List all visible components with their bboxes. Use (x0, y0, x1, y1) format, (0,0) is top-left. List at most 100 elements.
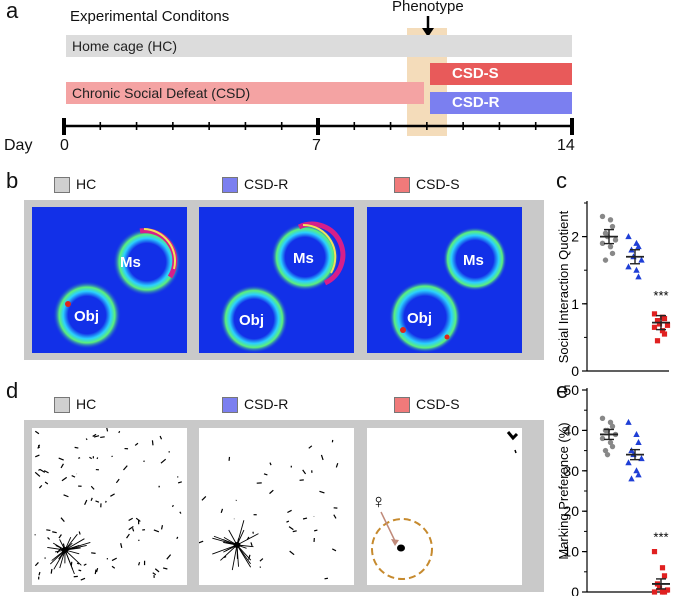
data-point-csd-r (633, 430, 640, 437)
data-point-csd-s (661, 315, 668, 322)
data-point-csd-s (654, 318, 661, 324)
phenotype-label: Phenotype (392, 0, 464, 15)
legend-csd-s: CSD-S (416, 396, 460, 412)
data-point-hc (599, 240, 606, 247)
timeline-tick-14: 14 (557, 137, 575, 154)
panel-d-label: d (6, 378, 19, 403)
data-point-hc (602, 447, 609, 454)
obj-label: Obj (74, 308, 99, 325)
data-point-hc (599, 213, 606, 220)
data-point-hc (609, 443, 616, 450)
panel-b-label: b (6, 168, 19, 193)
data-point-hc (609, 250, 616, 257)
data-point-csd-r (635, 439, 642, 446)
y-tick-label: 50 (563, 382, 579, 398)
home-cage-bar: Home cage (HC) (66, 35, 572, 57)
data-point-csd-s (659, 328, 666, 334)
data-point-csd-s (656, 321, 663, 327)
female-symbol: ♀ (371, 491, 386, 513)
timeline-title: Day (4, 137, 33, 154)
data-point-hc (609, 223, 616, 230)
marking-map-csd-r (199, 428, 354, 585)
data-point-csd-s (654, 338, 661, 344)
obj-label: Obj (407, 310, 432, 327)
data-point-csd-r (625, 459, 632, 466)
phenotype-arrow-icon (422, 16, 434, 37)
y-axis-label: Marking Preference (%) (556, 422, 571, 559)
data-point-hc (607, 243, 614, 250)
significance-annotation: *** (653, 530, 668, 545)
legend-csd-r: CSD-R (244, 396, 289, 412)
legend-csd-s: CSD-S (416, 176, 460, 192)
data-point-csd-s (664, 322, 671, 328)
heatmap-csd-r: Ms Obj (199, 207, 354, 353)
data-point-hc (607, 419, 614, 426)
data-point-csd-s (651, 549, 658, 555)
y-tick-label: 0 (571, 584, 579, 596)
data-point-hc (607, 439, 614, 446)
data-point-csd-s (661, 573, 668, 579)
y-tick-label: 0 (571, 363, 579, 379)
legend-swatch-csd-s (394, 397, 410, 413)
legend-swatch-hc (54, 177, 70, 193)
data-point-csd-s (651, 324, 658, 330)
timeline-axis (62, 118, 574, 135)
legend-swatch-hc (54, 397, 70, 413)
legend-swatch-csd-r (222, 177, 238, 193)
data-point-csd-s (664, 587, 671, 593)
data-point-csd-s (656, 585, 663, 591)
legend-swatch-csd-r (222, 397, 238, 413)
csd-r-bar: CSD-R (430, 92, 572, 114)
data-point-csd-r (638, 256, 645, 263)
y-tick-label: 20 (563, 503, 579, 519)
y-tick-label: 40 (563, 422, 579, 438)
data-point-csd-r (635, 471, 642, 478)
panel-a-label: a (6, 0, 19, 23)
marking-map-csd-s: ♀ (367, 428, 522, 585)
heatmap-hc: Ms Obj (32, 207, 187, 353)
timeline-tick-0: 0 (60, 137, 69, 154)
data-point-hc (602, 257, 609, 263)
timeline-tick-7: 7 (312, 137, 321, 154)
data-point-csd-r (625, 233, 632, 240)
data-point-csd-r (635, 243, 642, 250)
y-tick-label: 2 (571, 229, 579, 245)
data-point-csd-s (651, 311, 658, 317)
y-axis-label: Social Interaction Quotient (556, 210, 571, 363)
data-point-csd-r (628, 475, 635, 482)
data-point-hc (604, 451, 611, 458)
y-tick-label: 10 (563, 544, 579, 560)
data-point-csd-r (625, 263, 632, 270)
data-point-hc (607, 217, 614, 223)
marking-map-hc (32, 428, 187, 585)
obj-label: Obj (239, 312, 264, 329)
ms-label: Ms (120, 254, 141, 271)
data-point-hc (599, 435, 606, 442)
panel-c-label: c (556, 168, 567, 193)
chart-marking-preference: 0 10 20 30 40 50 Marking Preference (%) *** (556, 382, 671, 596)
significance-annotation: *** (653, 288, 668, 303)
ms-label: Ms (463, 252, 484, 269)
data-point-csd-r (633, 266, 640, 273)
y-tick-label: 1 (571, 296, 579, 312)
legend-hc: HC (76, 176, 97, 192)
data-point-csd-r (625, 418, 632, 425)
ms-label: Ms (293, 250, 314, 267)
csd-s-bar: CSD-S (430, 63, 572, 85)
data-point-csd-s (661, 589, 668, 595)
experimental-conditions-header: Experimental Conditons (70, 8, 230, 25)
data-point-hc (612, 237, 619, 243)
data-point-csd-s (651, 589, 658, 595)
heatmap-csd-s: Ms Obj (367, 207, 522, 353)
panel-e-label: e (556, 378, 569, 403)
data-point-csd-r (635, 273, 642, 280)
csd-bar: Chronic Social Defeat (CSD) (66, 82, 424, 104)
data-point-csd-s (659, 565, 666, 571)
legend-csd-r: CSD-R (244, 176, 289, 192)
data-point-csd-r (633, 467, 640, 474)
legend-swatch-csd-s (394, 177, 410, 193)
data-point-hc (609, 423, 616, 430)
data-point-hc (599, 415, 606, 421)
y-tick-label: 30 (563, 463, 579, 479)
